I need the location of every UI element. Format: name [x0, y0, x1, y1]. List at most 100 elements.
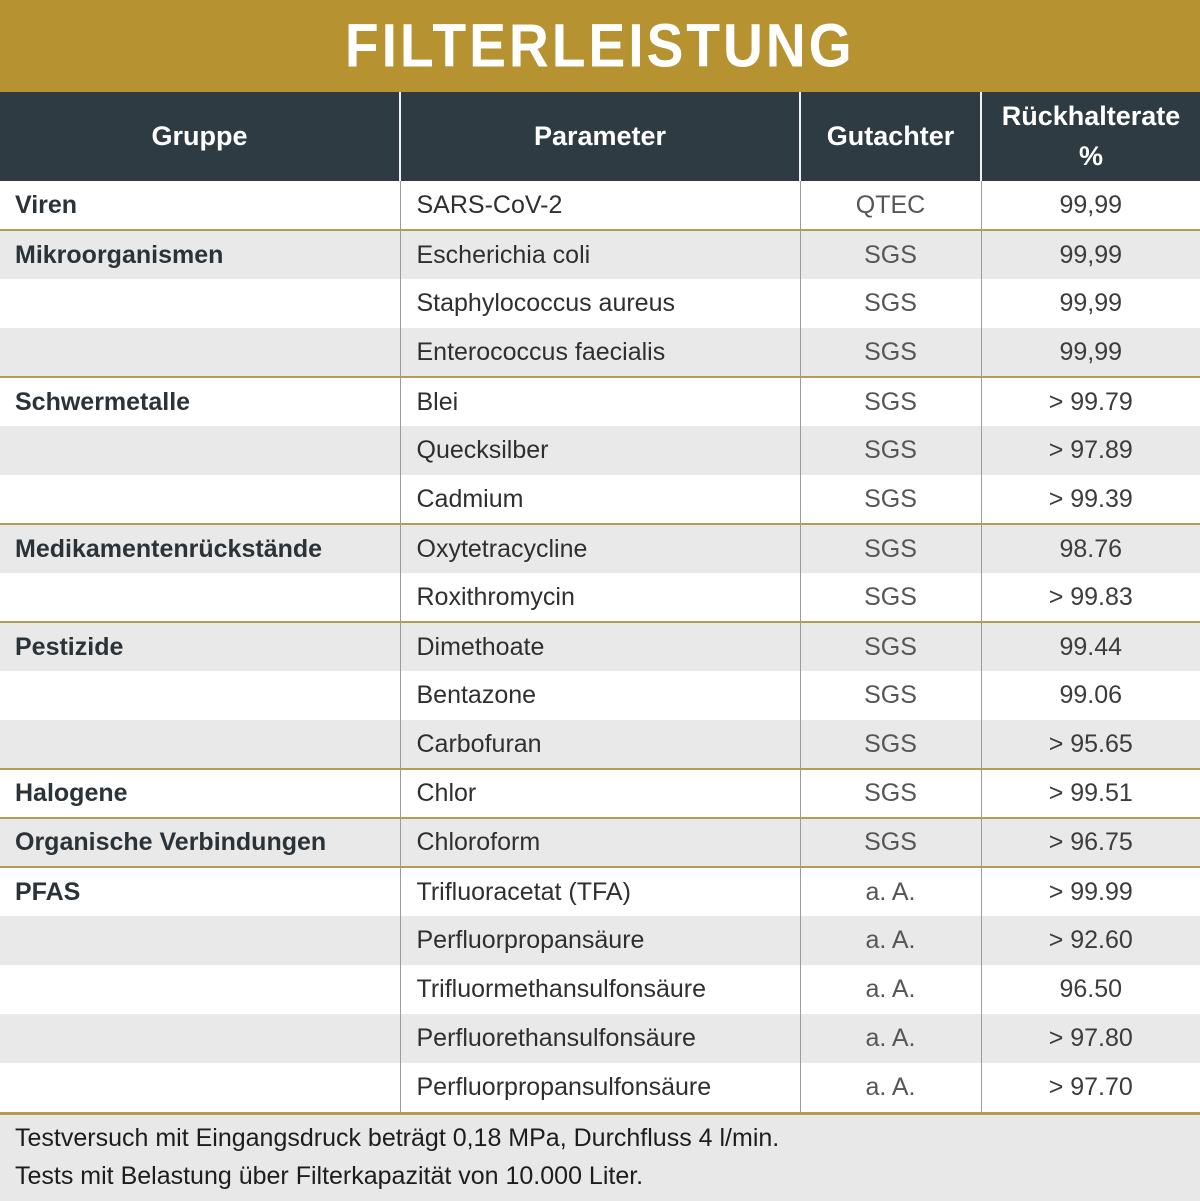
retention-rate-cell: > 99.83 — [980, 573, 1200, 623]
retention-rate-cell: > 99.99 — [980, 867, 1200, 916]
retention-rate-cell: 96.50 — [980, 965, 1200, 1014]
group-cell: Mikroorganismen — [0, 230, 400, 279]
group-cell: PFAS — [0, 867, 400, 916]
table-row: Trifluormethansulfonsäure a. A. 96.50 — [0, 965, 1200, 1014]
parameter-cell: Trifluoracetat (TFA) — [399, 867, 800, 916]
auditor-cell: SGS — [799, 475, 981, 525]
group-cell — [0, 671, 400, 720]
parameter-cell: SARS-CoV-2 — [399, 181, 800, 231]
column-header-parameter: Parameter — [399, 92, 800, 181]
retention-rate-cell: > 95.65 — [980, 720, 1200, 770]
table-row: PFAS Trifluoracetat (TFA) a. A. > 99.99 — [0, 867, 1200, 916]
retention-rate-cell: > 97.80 — [980, 1014, 1200, 1063]
table-row: Bentazone SGS 99.06 — [0, 671, 1200, 720]
table-row: Quecksilber SGS > 97.89 — [0, 426, 1200, 475]
table-row: Pestizide Dimethoate SGS 99.44 — [0, 622, 1200, 671]
table-row: Carbofuran SGS > 95.65 — [0, 720, 1200, 770]
parameter-cell: Chloroform — [399, 818, 800, 868]
retention-rate-cell: > 99.79 — [980, 377, 1200, 426]
group-cell: Halogene — [0, 769, 400, 819]
retention-rate-cell: 99,99 — [980, 279, 1200, 328]
auditor-cell: QTEC — [799, 181, 981, 231]
group-cell — [0, 279, 400, 328]
column-header-rueckhalterate: Rückhalterate % — [980, 92, 1200, 181]
group-cell: Schwermetalle — [0, 377, 400, 426]
retention-rate-cell: 98.76 — [980, 524, 1200, 573]
column-header-gruppe: Gruppe — [0, 92, 400, 181]
parameter-cell: Oxytetracycline — [399, 524, 800, 573]
table-row: Perfluorpropansulfonsäure a. A. > 97.70 — [0, 1063, 1200, 1112]
table-row: Perfluorethansulfonsäure a. A. > 97.80 — [0, 1014, 1200, 1063]
retention-rate-cell: > 92.60 — [980, 916, 1200, 965]
group-cell: Viren — [0, 181, 400, 231]
parameter-cell: Perfluorethansulfonsäure — [399, 1014, 800, 1063]
table-row: Staphylococcus aureus SGS 99,99 — [0, 279, 1200, 328]
table-row: Perfluorpropansäure a. A. > 92.60 — [0, 916, 1200, 965]
retention-rate-cell: > 99.51 — [980, 769, 1200, 819]
parameter-cell: Blei — [399, 377, 800, 426]
retention-rate-cell: > 99.39 — [980, 475, 1200, 525]
auditor-cell: a. A. — [799, 1014, 981, 1063]
group-cell — [0, 1063, 400, 1112]
group-cell — [0, 475, 400, 525]
retention-rate-cell: > 97.70 — [980, 1063, 1200, 1112]
table-row: Enterococcus faecialis SGS 99,99 — [0, 328, 1200, 378]
retention-rate-cell: 99,99 — [980, 328, 1200, 378]
group-cell — [0, 965, 400, 1014]
auditor-cell: SGS — [799, 573, 981, 623]
title-band: FILTERLEISTUNG — [0, 0, 1200, 92]
table-row: Schwermetalle Blei SGS > 99.79 — [0, 377, 1200, 426]
table-row: Mikroorganismen Escherichia coli SGS 99,… — [0, 230, 1200, 279]
group-cell — [0, 426, 400, 475]
footnote-test-conditions: Testversuch mit Eingangsdruck beträgt 0,… — [15, 1124, 780, 1152]
retention-rate-cell: > 96.75 — [980, 818, 1200, 868]
parameter-cell: Trifluormethansulfonsäure — [399, 965, 800, 1014]
auditor-cell: SGS — [799, 426, 981, 475]
table-body: Viren SARS-CoV-2 QTEC 99,99 Mikroorganis… — [0, 181, 1200, 1112]
parameter-cell: Dimethoate — [399, 622, 800, 671]
page-title: FILTERLEISTUNG — [345, 11, 855, 81]
filter-performance-table: Gruppe Parameter Gutachter Rückhalterate… — [0, 92, 1200, 1112]
retention-rate-cell: 99.44 — [980, 622, 1200, 671]
table-header-row: Gruppe Parameter Gutachter Rückhalterate… — [0, 92, 1200, 181]
footnote-filter-capacity: Tests mit Belastung über Filterkapazität… — [15, 1162, 644, 1191]
group-cell — [0, 573, 400, 623]
table-row: Cadmium SGS > 99.39 — [0, 475, 1200, 525]
parameter-cell: Escherichia coli — [399, 230, 800, 279]
footnotes: Testversuch mit Eingangsdruck beträgt 0,… — [0, 1112, 1200, 1201]
retention-rate-cell: 99.06 — [980, 671, 1200, 720]
auditor-cell: SGS — [799, 769, 981, 819]
auditor-cell: a. A. — [799, 965, 981, 1014]
parameter-cell: Cadmium — [399, 475, 800, 525]
auditor-cell: SGS — [799, 279, 981, 328]
group-cell — [0, 328, 400, 378]
auditor-cell: SGS — [799, 622, 981, 671]
parameter-cell: Carbofuran — [399, 720, 800, 770]
auditor-cell: SGS — [799, 230, 981, 279]
parameter-cell: Roxithromycin — [399, 573, 800, 623]
group-cell: Medikamentenrückstände — [0, 524, 400, 573]
auditor-cell: a. A. — [799, 867, 981, 916]
group-cell — [0, 720, 400, 770]
group-cell — [0, 1014, 400, 1063]
auditor-cell: SGS — [799, 524, 981, 573]
parameter-cell: Bentazone — [399, 671, 800, 720]
parameter-cell: Staphylococcus aureus — [399, 279, 800, 328]
table-row: Halogene Chlor SGS > 99.51 — [0, 769, 1200, 819]
parameter-cell: Perfluorpropansäure — [399, 916, 800, 965]
table-row: Medikamentenrückstände Oxytetracycline S… — [0, 524, 1200, 573]
parameter-cell: Chlor — [399, 769, 800, 819]
table-row: Viren SARS-CoV-2 QTEC 99,99 — [0, 181, 1200, 231]
group-cell: Organische Verbindungen — [0, 818, 400, 868]
retention-rate-cell: 99,99 — [980, 230, 1200, 279]
table-header: Gruppe Parameter Gutachter Rückhalterate… — [0, 92, 1200, 181]
auditor-cell: SGS — [799, 328, 981, 378]
auditor-cell: SGS — [799, 377, 981, 426]
parameter-cell: Perfluorpropansulfonsäure — [399, 1063, 800, 1112]
auditor-cell: SGS — [799, 818, 981, 868]
group-cell — [0, 916, 400, 965]
column-header-gutachter: Gutachter — [799, 92, 981, 181]
table-row: Organische Verbindungen Chloroform SGS >… — [0, 818, 1200, 868]
auditor-cell: a. A. — [799, 1063, 981, 1112]
